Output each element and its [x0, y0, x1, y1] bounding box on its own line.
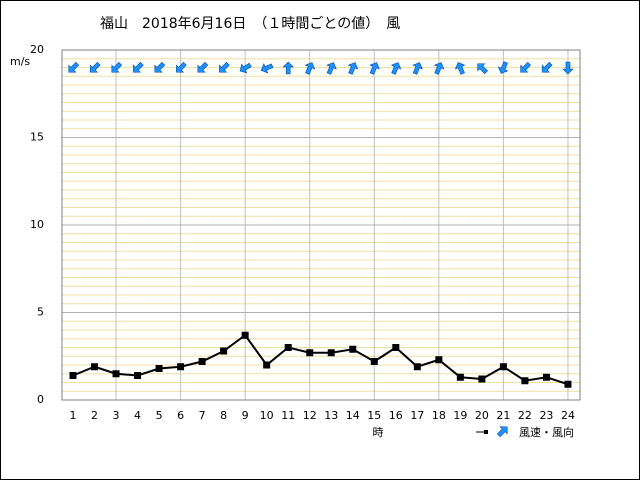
wind-arrow	[562, 61, 574, 75]
x-axis-label: 時	[373, 426, 384, 439]
plot-border	[61, 49, 581, 401]
point	[69, 372, 77, 379]
x-tick-label: 18	[432, 409, 446, 422]
point	[456, 373, 464, 381]
x-tick-label: 21	[496, 409, 510, 422]
x-tick-label: 15	[367, 409, 381, 422]
x-tick-label: 11	[281, 409, 295, 422]
line	[72, 333, 569, 386]
point	[564, 380, 572, 388]
wind-arrow	[326, 62, 337, 75]
chart-title: 福山 2018年6月16日 （１時間ごとの値） 風	[100, 16, 400, 32]
wind-arrow	[68, 61, 80, 73]
x-tick-label: 12	[303, 409, 317, 422]
wind-arrow	[239, 62, 252, 74]
x-tick-label: 13	[324, 409, 338, 422]
y-axis-label: m/s	[10, 55, 30, 68]
x-tick-label: 24	[561, 409, 575, 422]
y-tick-label: 0	[37, 393, 44, 406]
y-tick-label: 10	[30, 218, 44, 231]
point	[284, 344, 292, 351]
point	[112, 370, 120, 378]
x-tick-label: 7	[199, 409, 206, 422]
point	[478, 375, 486, 383]
x-tick-label: 10	[260, 409, 274, 422]
point	[91, 363, 99, 371]
x-tick-label: 16	[389, 409, 403, 422]
wind-arrow	[347, 62, 359, 75]
x-tick-label: 19	[453, 409, 467, 422]
wind-arrow	[433, 62, 445, 75]
y-tick-label: 5	[37, 306, 44, 319]
x-tick-label: 22	[518, 409, 532, 422]
point	[392, 344, 400, 351]
wind-arrow	[176, 61, 187, 73]
wind-arrow	[133, 61, 144, 73]
wind-arrow	[219, 61, 230, 73]
point	[370, 358, 378, 365]
y-tick-label: 15	[30, 131, 44, 144]
point	[155, 365, 163, 372]
wind-arrow	[520, 61, 532, 73]
x-tick-label: 9	[242, 409, 249, 422]
legend-label: 風速・風向	[519, 425, 574, 439]
x-tick-label: 14	[346, 409, 360, 422]
wind-arrow	[89, 61, 101, 73]
wind-arrow	[304, 62, 316, 75]
x-tick-label: 3	[113, 409, 120, 422]
legend-point	[484, 430, 488, 434]
point	[241, 331, 249, 339]
x-tick-label: 17	[410, 409, 424, 422]
point	[327, 349, 335, 357]
wind-arrow	[154, 61, 166, 73]
point	[499, 363, 507, 371]
wind-arrow	[412, 62, 423, 75]
wind-arrow	[369, 62, 380, 75]
x-tick-label: 2	[91, 409, 98, 422]
x-tick-label: 6	[177, 409, 184, 422]
x-tick-label: 8	[220, 409, 227, 422]
point	[220, 347, 228, 355]
wind-arrow	[111, 61, 123, 73]
x-tick-label: 1	[70, 409, 77, 422]
point	[134, 372, 142, 379]
x-tick-label: 20	[475, 409, 489, 422]
wind-arrow	[390, 62, 402, 75]
point	[435, 356, 443, 364]
point	[177, 363, 185, 371]
point	[263, 361, 271, 369]
legend-arrow	[496, 426, 508, 438]
wind-arrow	[197, 61, 209, 73]
wind-arrow	[541, 61, 553, 73]
wind-arrow	[282, 61, 294, 75]
point	[349, 345, 357, 353]
y-tick-label: 20	[30, 43, 44, 56]
wind-arrow	[260, 62, 274, 74]
wind-arrow	[454, 62, 466, 75]
x-tick-label: 23	[539, 409, 553, 422]
x-tick-label: 5	[156, 409, 163, 422]
wind-arrow	[497, 61, 509, 74]
point	[413, 363, 421, 371]
wind-arrow	[477, 63, 488, 75]
x-tick-label: 4	[134, 409, 141, 422]
point	[198, 358, 206, 365]
point	[521, 377, 529, 385]
point	[306, 349, 314, 357]
point	[542, 373, 550, 381]
